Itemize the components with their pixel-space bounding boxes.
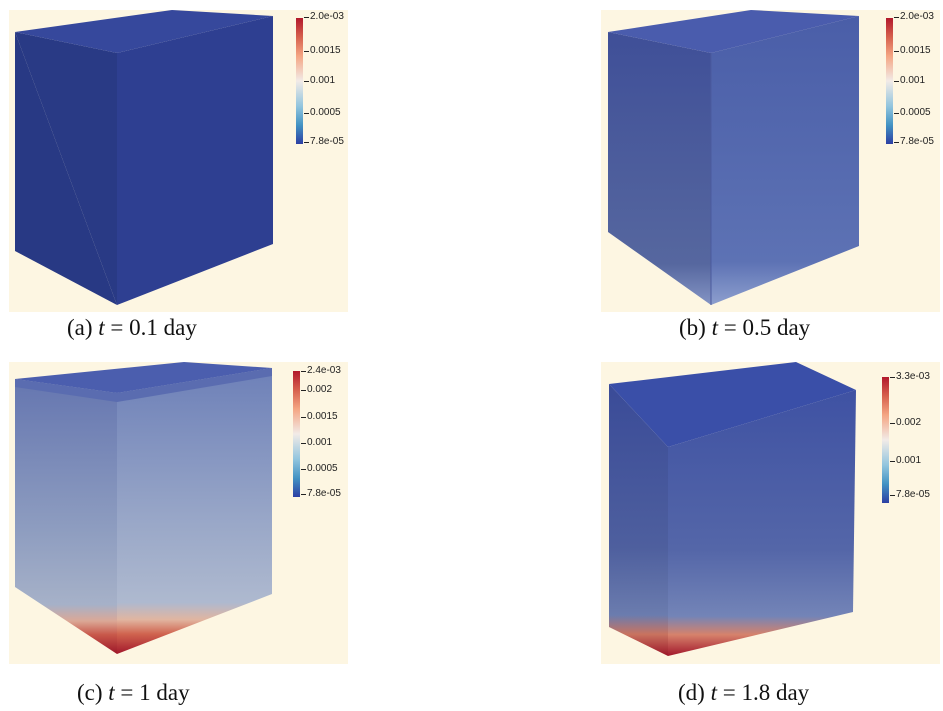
colorbar-tick: 7.8e-05 — [301, 488, 341, 499]
colorbar-tick: 0.0005 — [301, 463, 338, 474]
colorbar-tick: 3.3e-03 — [890, 371, 930, 382]
colorbar-tick: 2.0e-03 — [304, 11, 344, 22]
colorbar-tick: 0.001 — [300, 437, 333, 448]
caption-b: (b) t = 0.5 day — [679, 315, 811, 340]
caption-a: (a) t = 0.1 day — [67, 315, 197, 340]
colorbar-tick: 0.0005 — [894, 107, 931, 118]
cube-render-b — [608, 10, 859, 305]
panel-d: 3.3e-03 0.002 0.001 7.8e-05 — [601, 362, 940, 664]
colorbar-b — [886, 18, 893, 144]
colorbar-tick: 2.0e-03 — [894, 11, 934, 22]
colorbar-tick: 0.0005 — [304, 107, 341, 118]
colorbar-tick: 0.0015 — [301, 411, 338, 422]
cube-render-a — [15, 10, 273, 305]
colorbar-tick: 0.001 — [889, 455, 922, 466]
panel-c: 2.4e-03 0.002 0.0015 0.001 0.0005 7.8e-0… — [9, 362, 348, 664]
cube-render-d — [609, 362, 856, 656]
colorbar-tick: 0.0015 — [304, 45, 341, 56]
cube-render-c — [15, 362, 272, 654]
panel-a: 2.0e-03 0.0015 0.001 0.0005 7.8e-05 — [9, 10, 348, 312]
caption-c: (c) t = 1 day — [77, 680, 190, 705]
caption-d: (d) t = 1.8 day — [678, 680, 810, 705]
colorbar-tick: 2.4e-03 — [301, 365, 341, 376]
colorbar-tick: 7.8e-05 — [304, 136, 344, 147]
colorbar-tick: 0.002 — [300, 384, 333, 395]
colorbar-tick: 0.001 — [303, 75, 336, 86]
colorbar-tick: 0.002 — [889, 417, 922, 428]
colorbar-c — [293, 371, 300, 497]
colorbar-tick: 7.8e-05 — [894, 136, 934, 147]
panel-b: 2.0e-03 0.0015 0.001 0.0005 7.8e-05 — [601, 10, 940, 312]
colorbar-d — [882, 377, 889, 503]
colorbar-a — [296, 18, 303, 144]
colorbar-tick: 0.001 — [893, 75, 926, 86]
colorbar-tick: 0.0015 — [894, 45, 931, 56]
colorbar-tick: 7.8e-05 — [890, 489, 930, 500]
